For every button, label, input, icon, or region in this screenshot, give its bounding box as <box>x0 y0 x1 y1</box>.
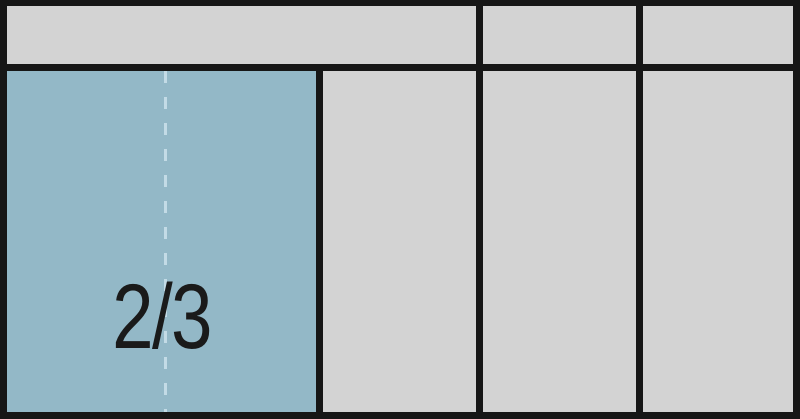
compartment-top-wide <box>7 6 476 64</box>
compartment-bottom-4 <box>643 71 793 412</box>
fraction-label: 2/3 <box>112 266 212 368</box>
center-dashed-line <box>164 71 167 412</box>
compartment-bottom-2 <box>323 71 476 412</box>
compartment-bottom-3 <box>483 71 636 412</box>
compartment-top-right <box>643 6 793 64</box>
compartment-highlighted: 2/3 <box>7 71 316 412</box>
compartment-top-middle <box>483 6 636 64</box>
